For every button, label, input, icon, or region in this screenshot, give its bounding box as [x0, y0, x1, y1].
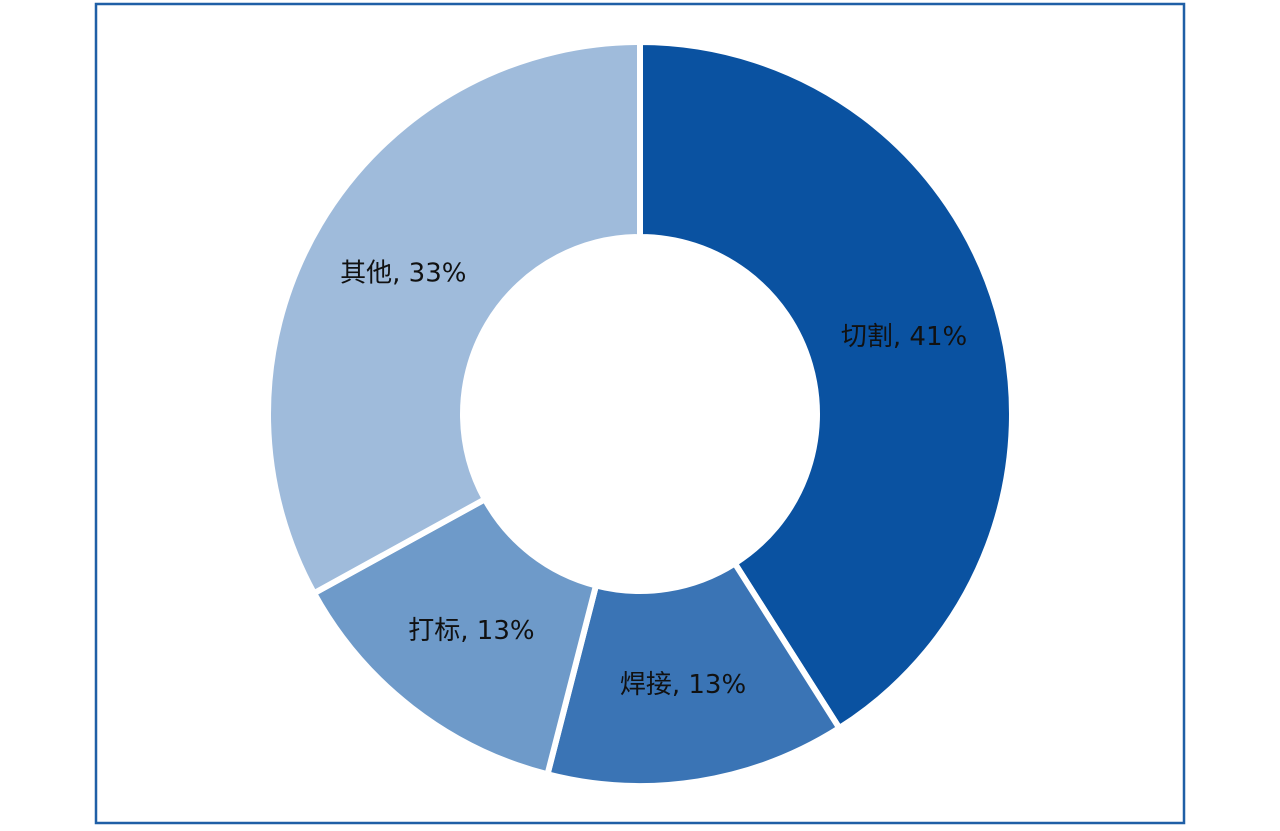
- data-label: 打标, 13%: [408, 616, 534, 646]
- data-label: 焊接, 13%: [620, 670, 746, 700]
- data-label: 其他, 33%: [340, 259, 466, 289]
- slice: [265, 38, 643, 598]
- data-label: 切割, 41%: [841, 322, 967, 352]
- slice: [543, 559, 844, 789]
- slice: [309, 495, 600, 778]
- slice: [637, 38, 1015, 733]
